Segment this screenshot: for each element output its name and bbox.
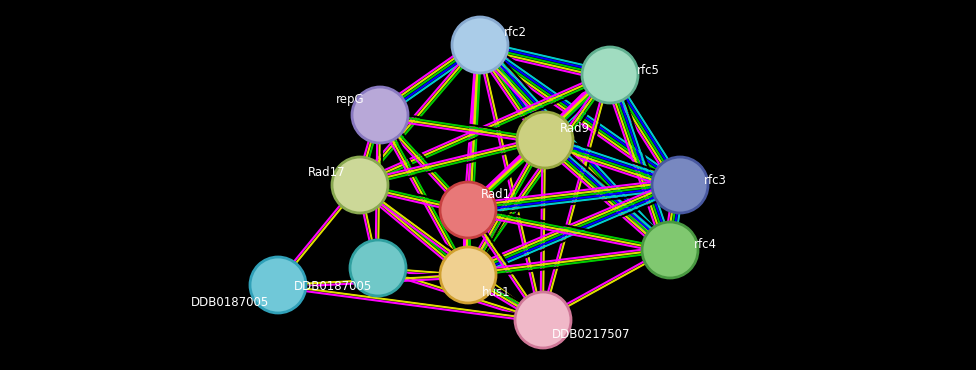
Circle shape <box>250 257 306 313</box>
Circle shape <box>517 112 573 168</box>
Circle shape <box>332 157 388 213</box>
Text: repG: repG <box>336 94 364 107</box>
Circle shape <box>652 157 708 213</box>
Text: DDB0187005: DDB0187005 <box>294 279 372 293</box>
Circle shape <box>440 182 496 238</box>
Circle shape <box>352 87 408 143</box>
Text: Rad17: Rad17 <box>308 166 346 179</box>
Text: rfc2: rfc2 <box>504 27 526 40</box>
Text: rfc5: rfc5 <box>636 64 660 77</box>
Text: rfc4: rfc4 <box>694 239 716 252</box>
Text: hus1: hus1 <box>482 286 510 299</box>
Circle shape <box>515 292 571 348</box>
Circle shape <box>452 17 508 73</box>
Circle shape <box>582 47 638 103</box>
Circle shape <box>440 247 496 303</box>
Text: Rad1: Rad1 <box>481 188 511 202</box>
Circle shape <box>642 222 698 278</box>
Text: DDB0217507: DDB0217507 <box>551 329 630 342</box>
Circle shape <box>350 240 406 296</box>
Text: rfc3: rfc3 <box>704 174 726 186</box>
Text: DDB0187005: DDB0187005 <box>191 296 269 309</box>
Text: Rad9: Rad9 <box>560 121 590 135</box>
